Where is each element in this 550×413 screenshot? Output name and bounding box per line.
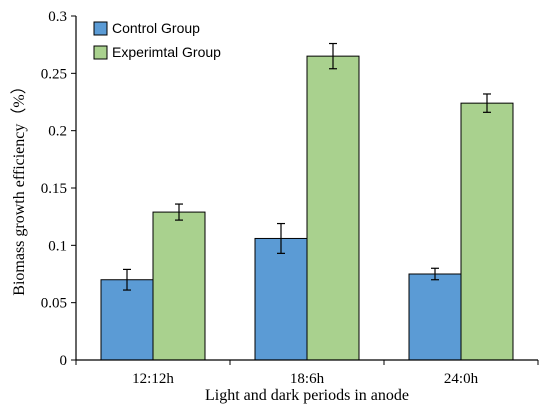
x-tick-label: 24:0h [444,371,479,387]
bar-control-1 [254,237,308,361]
legend-swatch [93,45,108,60]
x-tick-label: 12:12h [132,371,174,387]
error-bar [123,268,131,291]
bar-experimental-1 [306,55,360,361]
bar-experimental-0 [152,211,206,361]
error-bar [483,93,491,113]
y-tick-label: 0.05 [41,296,67,312]
error-bar [175,203,183,221]
bar-control-0 [100,279,154,361]
legend-swatch [93,21,108,36]
error-bar [329,42,337,70]
legend-label: Control Group [112,20,200,36]
bar-control-2 [408,273,462,361]
x-tick-label: 18:6h [290,371,325,387]
legend-label: Experimtal Group [112,44,221,60]
y-tick-label: 0 [60,353,68,369]
x-axis-label: Light and dark periods in anode [205,387,409,404]
y-axis-label: Biomass growth efficiency（%） [10,78,28,295]
bar-experimental-2 [460,102,514,361]
y-tick-label: 0.1 [48,238,67,254]
error-bar [431,267,439,281]
y-tick-label: 0.15 [41,181,67,197]
y-tick-label: 0.2 [48,124,67,140]
y-tick-label: 0.3 [48,9,67,25]
y-tick-label: 0.25 [41,66,67,82]
error-bar [277,222,285,254]
